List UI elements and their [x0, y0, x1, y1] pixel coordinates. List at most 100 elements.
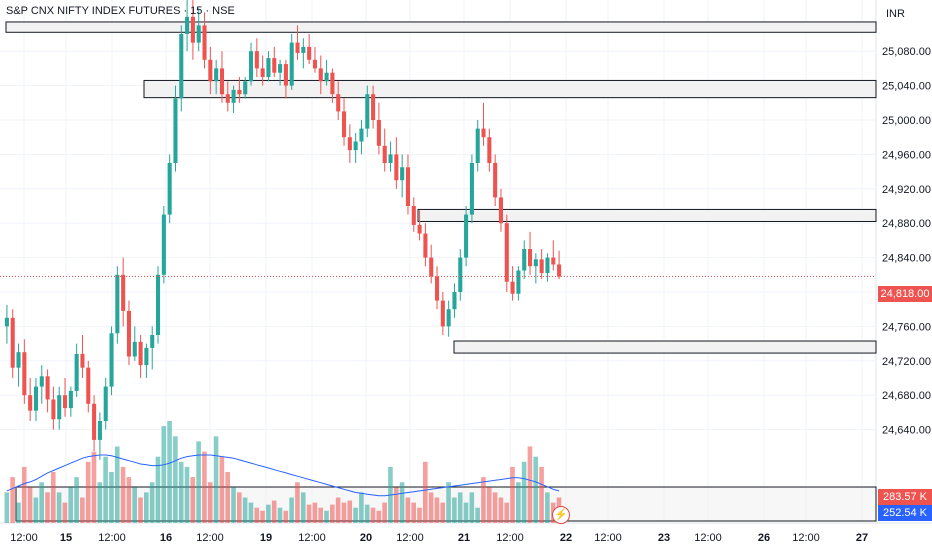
volume-bar — [539, 466, 544, 523]
volume-bar — [266, 504, 271, 523]
volume-bar — [144, 492, 149, 523]
x-tick-label: 19 — [260, 532, 272, 544]
volume-bar — [318, 507, 323, 523]
volume-bar — [533, 456, 539, 523]
candle-body — [557, 264, 562, 277]
candle-body — [527, 249, 533, 267]
y-tick-label: 25,040.00 — [882, 81, 931, 93]
candle-body — [475, 128, 480, 163]
x-tick-label: 12:00 — [98, 532, 126, 544]
volume-bar — [196, 441, 201, 523]
y-tick-label: 24,960.00 — [882, 149, 931, 161]
volume-bar — [545, 492, 550, 523]
volume-bar — [312, 502, 318, 523]
volume-bar — [516, 482, 521, 523]
candle-body — [510, 281, 515, 294]
candle-body — [347, 137, 352, 151]
volume-bar — [190, 477, 196, 523]
lightning-icon[interactable]: ⚡ — [552, 506, 570, 524]
volume-bar — [242, 497, 248, 523]
candle-body — [74, 353, 79, 391]
candle-body — [109, 333, 114, 387]
symbol-title[interactable]: S&P CNX NIFTY INDEX FUTURES · 15 · NSE — [6, 5, 235, 17]
candle-body — [458, 257, 463, 292]
candle-body — [516, 270, 521, 294]
candle-body — [382, 145, 387, 163]
candle-body — [144, 347, 149, 366]
volume-bar — [248, 502, 254, 523]
candle-body — [400, 167, 405, 181]
x-tick-label: 12:00 — [298, 532, 326, 544]
volume-bar — [492, 492, 498, 523]
candle-body — [504, 223, 509, 282]
volume-bar — [68, 487, 74, 523]
candle-body — [219, 68, 225, 95]
volume-bar — [39, 482, 44, 523]
candle-body — [161, 214, 166, 275]
candle-body — [92, 403, 97, 440]
volume-bar — [10, 477, 15, 523]
y-tick-label: 24,920.00 — [882, 184, 931, 196]
volume-bar — [446, 482, 451, 523]
candle-body — [138, 341, 143, 366]
candle-body — [126, 310, 132, 357]
y-tick-label: 24,840.00 — [882, 253, 931, 265]
volume-bar — [213, 436, 219, 523]
candle-body — [446, 309, 451, 327]
candle-body — [429, 257, 434, 277]
volume-bar — [306, 504, 312, 523]
candle-body — [214, 68, 219, 82]
volume-bar — [173, 436, 178, 523]
candle-body — [388, 154, 393, 163]
volume-bar — [62, 502, 68, 523]
volume-bar — [405, 497, 411, 523]
candle-body — [423, 233, 428, 258]
candle-body — [39, 376, 44, 387]
volume-bar — [417, 507, 422, 523]
candle-body — [289, 42, 294, 86]
y-tick-label: 25,080.00 — [882, 46, 931, 58]
candle-body — [394, 154, 399, 181]
volume-bar — [475, 507, 480, 523]
last-price-label: 24,818.00 — [878, 286, 932, 302]
volume-bar — [364, 504, 370, 523]
candle-body — [4, 317, 9, 327]
supply-demand-zone — [453, 340, 877, 354]
volume-bar — [126, 477, 132, 523]
volume-bar — [353, 507, 358, 523]
candle-body — [452, 292, 457, 310]
volume-bar — [504, 502, 509, 523]
candle-body — [155, 274, 161, 335]
x-tick-label: 12:00 — [196, 532, 224, 544]
volume-bar — [114, 446, 120, 523]
x-tick-label: 12:00 — [496, 532, 524, 544]
volume-bar — [463, 502, 469, 523]
volume-bar — [486, 487, 492, 523]
x-tick-label: 26 — [758, 532, 770, 544]
volume-bar — [260, 510, 265, 523]
candle-body — [80, 353, 85, 368]
volume-bar — [457, 492, 463, 523]
candle-body — [208, 59, 213, 82]
candle-body — [545, 257, 550, 274]
currency-label[interactable]: INR — [886, 8, 905, 20]
candle-body — [411, 206, 416, 225]
candle-body — [493, 163, 498, 198]
volume-bar — [91, 451, 97, 523]
candle-body — [86, 367, 91, 404]
y-tick-label: 24,640.00 — [882, 425, 931, 437]
volume-bar — [498, 497, 504, 523]
volume-bar — [324, 510, 329, 523]
volume-bar — [161, 426, 167, 523]
candle-body — [417, 224, 422, 234]
volume-bar — [295, 482, 300, 523]
volume-bar — [254, 507, 260, 523]
y-tick-label: 24,880.00 — [882, 218, 931, 230]
candle-body — [254, 51, 259, 69]
volume-bar — [85, 461, 91, 523]
x-tick-label: 21 — [458, 532, 470, 544]
x-tick-label: 15 — [60, 532, 72, 544]
candle-body — [551, 257, 556, 265]
